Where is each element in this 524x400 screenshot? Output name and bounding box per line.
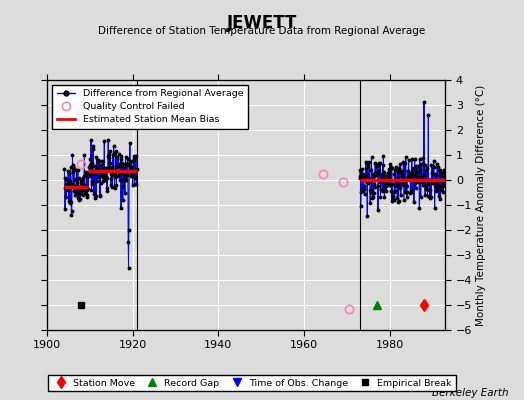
Y-axis label: Monthly Temperature Anomaly Difference (°C): Monthly Temperature Anomaly Difference (… [476, 84, 486, 326]
Text: Berkeley Earth: Berkeley Earth [432, 388, 508, 398]
Legend: Difference from Regional Average, Quality Control Failed, Estimated Station Mean: Difference from Regional Average, Qualit… [52, 85, 248, 129]
Legend: Station Move, Record Gap, Time of Obs. Change, Empirical Break: Station Move, Record Gap, Time of Obs. C… [48, 375, 455, 391]
Text: JEWETT: JEWETT [227, 14, 297, 32]
Text: Difference of Station Temperature Data from Regional Average: Difference of Station Temperature Data f… [99, 26, 425, 36]
